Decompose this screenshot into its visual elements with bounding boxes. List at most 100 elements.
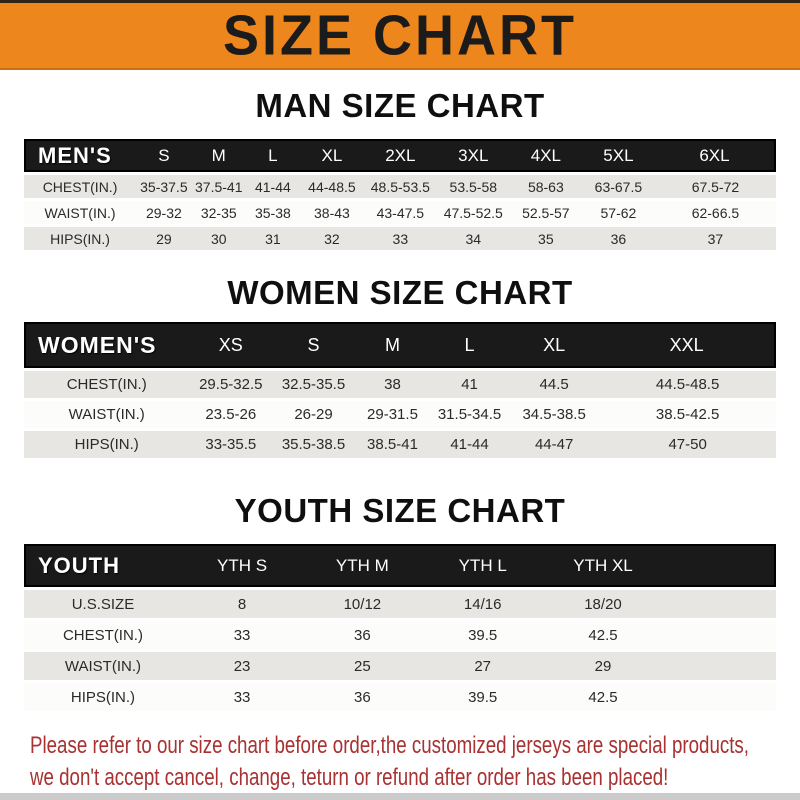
size-column-header: XXL [599, 322, 776, 368]
size-column-header: M [191, 139, 246, 172]
size-value: 42.5 [542, 621, 664, 649]
man-size-chart-heading: MAN SIZE CHART [255, 87, 545, 124]
table-header-row: WOMEN'S XS S M L XL XXL [24, 322, 776, 368]
bottom-gray-strip [0, 793, 800, 800]
table-row: WAIST(IN.) 23.5-26 26-29 29-31.5 31.5-34.5 34… [24, 401, 776, 428]
size-value: 10/12 [302, 590, 423, 618]
size-value: 29 [542, 652, 664, 680]
size-value: 58-63 [509, 175, 582, 198]
table-corner-label: MEN'S [24, 139, 137, 172]
table-row: WAIST(IN.) 29-32 32-35 35-38 38-43 43-47.5 47.… [24, 201, 776, 224]
size-value: 33 [181, 683, 303, 711]
size-value: 44.5-48.5 [599, 371, 776, 398]
size-value: 29.5-32.5 [189, 371, 273, 398]
row-label: HIPS(IN.) [24, 227, 137, 250]
table-header-row: YOUTH YTH S YTH M YTH L YTH XL [24, 544, 776, 587]
size-value: 38-43 [299, 201, 364, 224]
size-column-header: XS [189, 322, 273, 368]
size-value: 48.5-53.5 [363, 175, 437, 198]
table-row: U.S.SIZE 8 10/12 14/16 18/20 [24, 590, 776, 618]
size-value: 47.5-52.5 [436, 201, 510, 224]
size-value: 63-67.5 [581, 175, 655, 198]
size-value: 37 [654, 227, 776, 250]
size-value: 33 [181, 621, 303, 649]
row-label: WAIST(IN.) [24, 652, 182, 680]
size-column-header: XL [509, 322, 600, 368]
order-notice-line2: we don't accept cancel, change, teturn o… [30, 764, 669, 791]
size-value: 18/20 [542, 590, 664, 618]
size-value: 41-44 [430, 431, 510, 458]
size-value: 36 [302, 621, 423, 649]
size-value: 53.5-58 [436, 175, 510, 198]
table-row: CHEST(IN.) 33 36 39.5 42.5 [24, 621, 776, 649]
table-row: HIPS(IN.) 29 30 31 32 33 34 35 36 37 [24, 227, 776, 250]
row-label: U.S.SIZE [24, 590, 182, 618]
size-column-header: YTH S [181, 544, 303, 587]
size-value: 36 [581, 227, 655, 250]
size-value: 32.5-35.5 [272, 371, 355, 398]
row-label: CHEST(IN.) [24, 175, 137, 198]
value-filler [663, 652, 776, 680]
order-notice: Please refer to our size chart before or… [0, 730, 800, 794]
size-value: 23 [181, 652, 303, 680]
banner-title: SIZE CHART [223, 4, 577, 67]
size-column-header: XL [299, 139, 364, 172]
size-value: 27 [422, 652, 543, 680]
table-corner-label: WOMEN'S [24, 322, 190, 368]
size-chart-banner: SIZE CHART [0, 0, 800, 70]
size-value: 33-35.5 [189, 431, 273, 458]
table-corner-label: YOUTH [24, 544, 182, 587]
size-value: 29-31.5 [354, 401, 431, 428]
size-value: 35-37.5 [136, 175, 192, 198]
size-column-header: 3XL [436, 139, 510, 172]
size-column-header: 4XL [509, 139, 582, 172]
size-value: 30 [191, 227, 246, 250]
size-value: 35 [509, 227, 582, 250]
size-column-header: M [354, 322, 431, 368]
size-value: 44-48.5 [299, 175, 364, 198]
size-column-header: S [272, 322, 355, 368]
table-row: HIPS(IN.) 33-35.5 35.5-38.5 38.5-41 41-44 44-… [24, 431, 776, 458]
size-value: 57-62 [581, 201, 655, 224]
size-value: 47-50 [599, 431, 776, 458]
row-label: CHEST(IN.) [24, 371, 190, 398]
size-value: 32-35 [191, 201, 246, 224]
size-value: 42.5 [542, 683, 664, 711]
order-notice-line1: Please refer to our size chart before or… [30, 732, 750, 759]
size-column-header: YTH M [302, 544, 423, 587]
header-filler [663, 544, 776, 587]
value-filler [663, 590, 776, 618]
size-value: 29-32 [136, 201, 192, 224]
row-label: WAIST(IN.) [24, 401, 190, 428]
size-value: 32 [299, 227, 364, 250]
size-value: 37.5-41 [191, 175, 246, 198]
row-label: CHEST(IN.) [24, 621, 182, 649]
size-value: 14/16 [422, 590, 543, 618]
size-value: 52.5-57 [509, 201, 582, 224]
size-value: 8 [181, 590, 303, 618]
size-column-header: S [136, 139, 192, 172]
size-column-header: YTH XL [542, 544, 664, 587]
size-column-header: 6XL [654, 139, 776, 172]
size-value: 31.5-34.5 [430, 401, 510, 428]
size-value: 31 [245, 227, 300, 250]
youth-size-table: YOUTH YTH S YTH M YTH L YTH XL U.S.SIZE 8 10/12… [24, 541, 776, 714]
value-filler [663, 683, 776, 711]
size-column-header: L [430, 322, 510, 368]
size-value: 25 [302, 652, 423, 680]
table-header-row: MEN'S S M L XL 2XL 3XL 4XL 5XL 6XL [24, 139, 776, 172]
table-row: WAIST(IN.) 23 25 27 29 [24, 652, 776, 680]
size-value: 62-66.5 [654, 201, 776, 224]
size-value: 34.5-38.5 [509, 401, 600, 428]
size-value: 29 [136, 227, 192, 250]
size-value: 33 [363, 227, 437, 250]
size-column-header: YTH L [422, 544, 543, 587]
value-filler [663, 621, 776, 649]
size-column-header: 2XL [363, 139, 437, 172]
size-value: 67.5-72 [654, 175, 776, 198]
size-column-header: 5XL [581, 139, 655, 172]
table-row: CHEST(IN.) 35-37.5 37.5-41 41-44 44-48.5 48.5… [24, 175, 776, 198]
size-value: 43-47.5 [363, 201, 437, 224]
men-size-table: MEN'S S M L XL 2XL 3XL 4XL 5XL 6XL CHEST(IN.) 35-37… [24, 136, 776, 253]
size-value: 39.5 [422, 621, 543, 649]
